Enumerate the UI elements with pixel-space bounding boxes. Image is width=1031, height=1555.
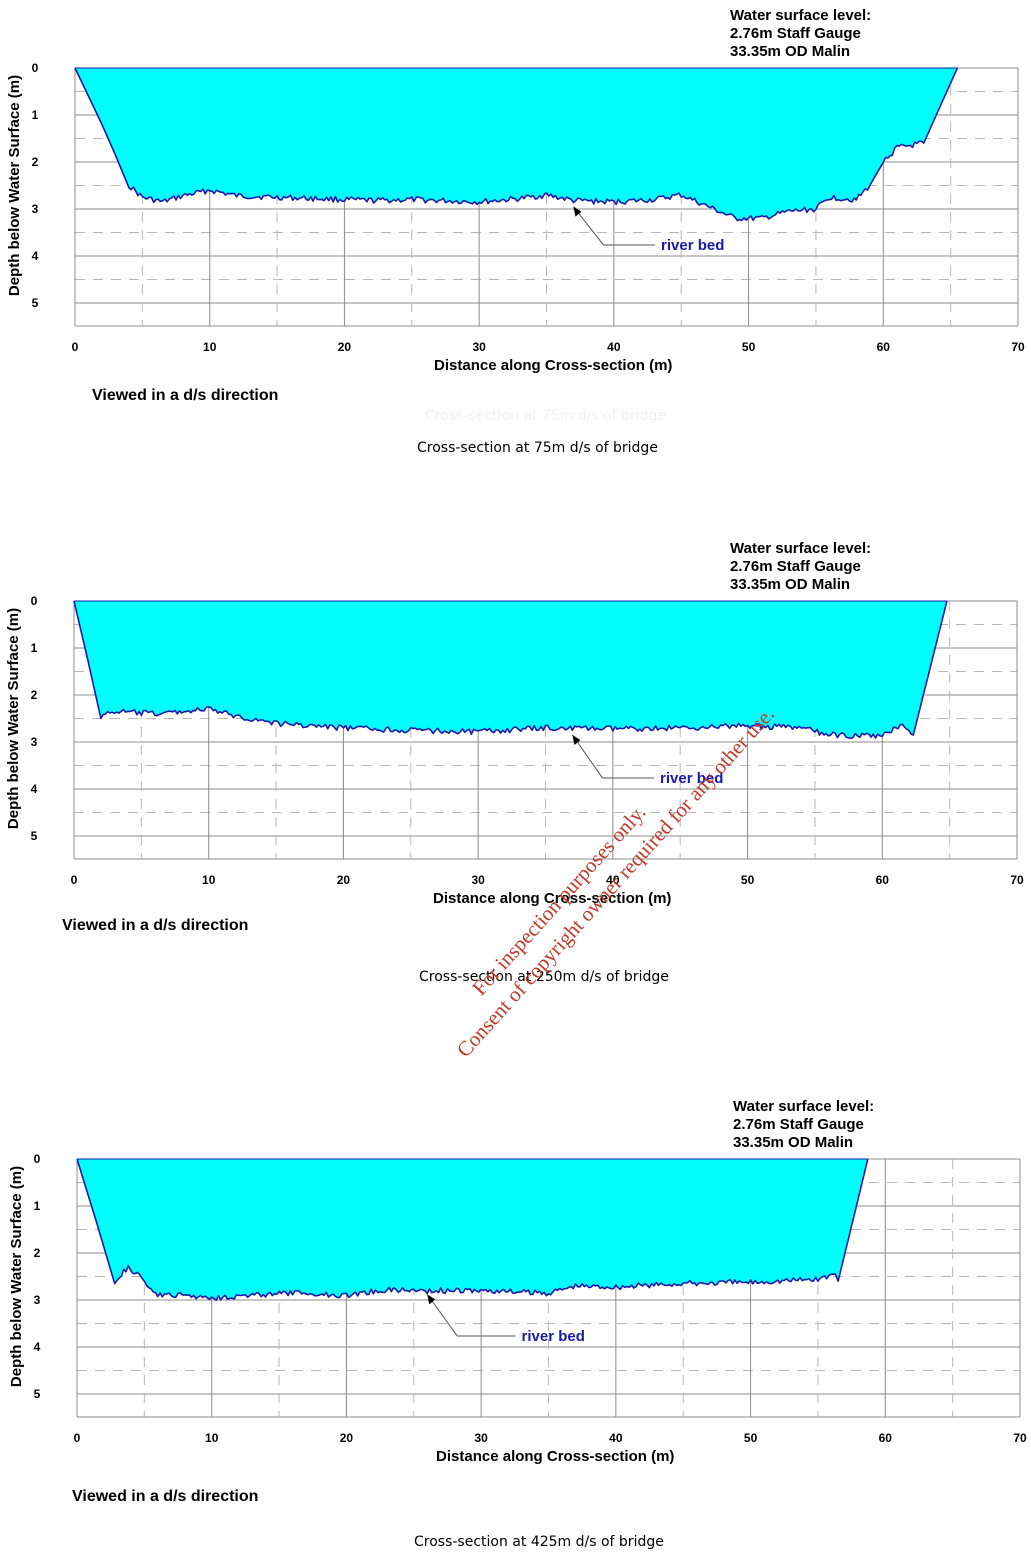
- river-bed-label: river bed: [660, 770, 723, 787]
- water-surface-level-text: Water surface level:: [733, 1098, 874, 1115]
- x-tick-label: 20: [337, 873, 351, 887]
- x-tick-label: 50: [742, 340, 756, 354]
- y-tick-label: 2: [32, 155, 39, 169]
- figure-caption: Cross-section at 250m d/s of bridge: [419, 969, 669, 985]
- water-area: [75, 68, 958, 221]
- water-surface-level-text: 2.76m Staff Gauge: [733, 1116, 864, 1133]
- y-tick-label: 3: [34, 1293, 41, 1307]
- x-axis-title: Distance along Cross-section (m): [436, 1448, 674, 1465]
- y-tick-label: 5: [32, 296, 39, 310]
- x-tick-label: 60: [879, 1431, 893, 1445]
- water-surface-level-text: 33.35m OD Malin: [733, 1134, 853, 1151]
- x-tick-label: 50: [744, 1431, 758, 1445]
- river-bed-label: river bed: [522, 1328, 585, 1345]
- y-tick-label: 0: [34, 1152, 41, 1166]
- river-bed-line: [73, 600, 948, 740]
- y-tick-label: 0: [31, 594, 38, 608]
- y-tick-label: 1: [32, 108, 39, 122]
- y-tick-label: 3: [31, 735, 38, 749]
- y-tick-label: 4: [32, 249, 39, 263]
- x-tick-label: 40: [606, 873, 620, 887]
- x-tick-label: 50: [741, 873, 755, 887]
- y-tick-label: 5: [34, 1387, 41, 1401]
- view-direction-note: Viewed in a d/s direction: [72, 1488, 259, 1505]
- x-tick-label: 70: [1013, 1431, 1027, 1445]
- figure-caption: Cross-section at 75m d/s of bridge: [417, 440, 658, 456]
- annotation-leader: [573, 206, 656, 246]
- x-tick-label: 70: [1010, 873, 1024, 887]
- x-tick-label: 20: [340, 1431, 354, 1445]
- y-tick-label: 0: [32, 61, 39, 75]
- water-area: [74, 601, 947, 739]
- x-tick-label: 40: [609, 1431, 623, 1445]
- faded-caption: Cross-section at 75m d/s of bridge: [425, 408, 666, 424]
- annotation-arrowhead: [573, 206, 582, 217]
- x-tick-label: 40: [607, 340, 621, 354]
- view-direction-note: Viewed in a d/s direction: [92, 387, 279, 404]
- y-tick-label: 4: [31, 782, 38, 796]
- y-axis-title: Depth below Water Surface (m): [8, 1166, 25, 1387]
- water-surface-level-text: 33.35m OD Malin: [730, 43, 850, 60]
- water-surface-level-text: Water surface level:: [730, 540, 871, 557]
- y-tick-label: 1: [34, 1199, 41, 1213]
- annotation-arrowhead: [572, 734, 581, 745]
- x-tick-label: 0: [72, 340, 79, 354]
- y-tick-label: 3: [32, 202, 39, 216]
- x-tick-label: 0: [74, 1431, 81, 1445]
- x-tick-label: 10: [205, 1431, 219, 1445]
- water-surface-level-text: 2.76m Staff Gauge: [730, 25, 861, 42]
- river-bed-label: river bed: [661, 237, 724, 254]
- y-axis-title: Depth below Water Surface (m): [5, 608, 22, 829]
- y-axis-title: Depth below Water Surface (m): [6, 75, 23, 296]
- water-surface-level-text: 33.35m OD Malin: [730, 576, 850, 593]
- annotation-arrowhead: [427, 1294, 436, 1305]
- annotation-leader: [572, 734, 655, 779]
- x-axis-title: Distance along Cross-section (m): [434, 357, 672, 374]
- y-tick-label: 2: [31, 688, 38, 702]
- x-tick-label: 60: [877, 340, 891, 354]
- water-area: [77, 1159, 868, 1301]
- river-bed-line: [76, 1158, 869, 1301]
- x-tick-label: 30: [471, 873, 485, 887]
- y-tick-label: 1: [31, 641, 38, 655]
- y-tick-label: 2: [34, 1246, 41, 1260]
- figure-caption: Cross-section at 425m d/s of bridge: [414, 1534, 664, 1550]
- annotation-leader: [426, 1294, 516, 1337]
- y-tick-label: 4: [34, 1340, 41, 1354]
- x-tick-label: 70: [1011, 340, 1025, 354]
- water-surface-level-text: Water surface level:: [730, 7, 871, 24]
- view-direction-note: Viewed in a d/s direction: [62, 917, 249, 934]
- river-bed-line: [74, 67, 959, 222]
- x-tick-label: 10: [202, 873, 216, 887]
- y-tick-label: 5: [31, 829, 38, 843]
- x-tick-label: 30: [474, 1431, 488, 1445]
- water-surface-level-text: 2.76m Staff Gauge: [730, 558, 861, 575]
- x-tick-label: 60: [876, 873, 890, 887]
- x-axis-title: Distance along Cross-section (m): [433, 890, 671, 907]
- x-tick-label: 10: [203, 340, 217, 354]
- x-tick-label: 30: [472, 340, 486, 354]
- x-tick-label: 0: [71, 873, 78, 887]
- x-tick-label: 20: [338, 340, 352, 354]
